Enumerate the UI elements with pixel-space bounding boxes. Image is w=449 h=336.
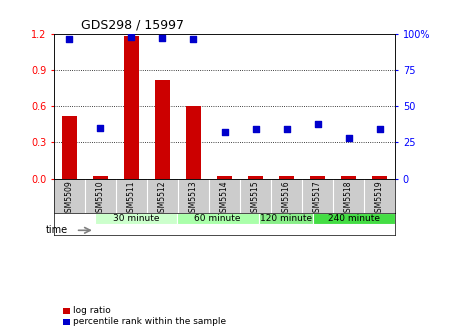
Bar bbox=[155, 80, 170, 179]
Bar bbox=[186, 106, 201, 179]
Point bbox=[221, 130, 228, 135]
Text: GDS298 / 15997: GDS298 / 15997 bbox=[81, 18, 184, 31]
Bar bbox=[62, 116, 77, 179]
Bar bbox=[123, 36, 139, 179]
Text: GSM5514: GSM5514 bbox=[220, 180, 229, 217]
Bar bbox=[92, 176, 108, 179]
Bar bbox=[217, 176, 232, 179]
Bar bbox=[372, 176, 387, 179]
Text: time: time bbox=[45, 225, 67, 235]
Point bbox=[252, 127, 259, 132]
Text: GSM5516: GSM5516 bbox=[282, 180, 291, 217]
Point bbox=[159, 35, 166, 41]
Text: 30 minute: 30 minute bbox=[113, 214, 159, 223]
Point bbox=[97, 125, 104, 131]
Bar bbox=[248, 176, 263, 179]
Text: GSM5513: GSM5513 bbox=[189, 180, 198, 217]
Text: GSM5519: GSM5519 bbox=[375, 180, 384, 217]
Bar bbox=[177, 213, 259, 224]
Text: GSM5518: GSM5518 bbox=[344, 180, 353, 217]
Point bbox=[283, 127, 290, 132]
Point bbox=[128, 34, 135, 39]
Point bbox=[376, 127, 383, 132]
Text: percentile rank within the sample: percentile rank within the sample bbox=[73, 318, 226, 326]
Point bbox=[190, 37, 197, 42]
Text: GSM5515: GSM5515 bbox=[251, 180, 260, 217]
Bar bbox=[310, 176, 326, 179]
Text: 120 minute: 120 minute bbox=[260, 214, 312, 223]
Text: GSM5512: GSM5512 bbox=[158, 180, 167, 217]
Text: 240 minute: 240 minute bbox=[328, 214, 380, 223]
Bar bbox=[279, 176, 294, 179]
Bar bbox=[313, 213, 395, 224]
Text: log ratio: log ratio bbox=[73, 306, 110, 315]
Text: GSM5511: GSM5511 bbox=[127, 180, 136, 217]
Text: GSM5517: GSM5517 bbox=[313, 180, 322, 217]
Point bbox=[66, 37, 73, 42]
Point bbox=[345, 135, 352, 141]
Text: GSM5509: GSM5509 bbox=[65, 180, 74, 217]
Bar bbox=[341, 176, 357, 179]
Bar bbox=[95, 213, 177, 224]
Text: 60 minute: 60 minute bbox=[194, 214, 241, 223]
Text: GSM5510: GSM5510 bbox=[96, 180, 105, 217]
Point bbox=[314, 121, 321, 126]
Bar bbox=[259, 213, 313, 224]
